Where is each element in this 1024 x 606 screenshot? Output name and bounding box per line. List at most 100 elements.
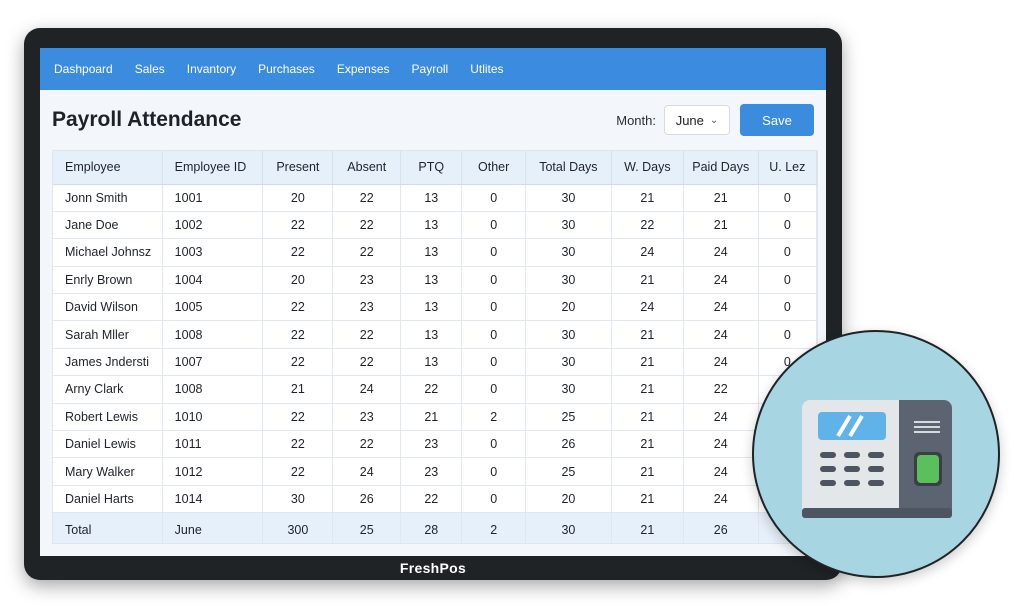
- save-button[interactable]: Save: [740, 104, 814, 136]
- table-row[interactable]: Jane Doe 1002 22 22 13 0 30 22 21 0: [53, 211, 817, 240]
- nav-item-purchases[interactable]: Purchases: [258, 62, 315, 76]
- cell-paid-days: 24: [683, 266, 759, 295]
- cell-absent: 22: [332, 320, 402, 349]
- cell-present: 22: [262, 293, 334, 322]
- column-header-w-days[interactable]: W. Days: [611, 151, 684, 185]
- cell-absent: 22: [332, 211, 402, 240]
- cell-other: 0: [461, 211, 526, 240]
- cell-w-days: 21: [611, 403, 684, 432]
- cell-employee: David Wilson: [53, 293, 163, 322]
- cell-total-days: 30: [525, 320, 612, 349]
- table-row[interactable]: Daniel Harts101430262202021240: [53, 485, 817, 514]
- nav-item-payroll[interactable]: Payroll: [411, 62, 449, 76]
- cell-employee-id: 1011: [162, 430, 264, 459]
- table-row[interactable]: Enrly Brown 1004 20 23 13 0 30 21 24 0: [53, 266, 817, 295]
- table-row[interactable]: Michael Johnsz 1003 22 22 13 0 30 24 24 0: [53, 238, 817, 267]
- cell-present: 22: [262, 320, 334, 349]
- cell-other: 0: [461, 485, 526, 514]
- cell-present: 20: [262, 184, 334, 212]
- total-cell-employee: Total: [53, 512, 163, 543]
- cell-total-days: 30: [525, 238, 612, 267]
- column-header-present[interactable]: Present: [262, 151, 334, 185]
- cell-employee-id: 1004: [162, 266, 264, 295]
- cell-paid-days: 24: [683, 348, 759, 377]
- cell-employee: Jane Doe: [53, 211, 163, 240]
- table-row[interactable]: Robert Lewis101022232122521240: [53, 403, 817, 432]
- total-cell-employee-id: June: [162, 512, 264, 543]
- cell-w-days: 22: [611, 211, 684, 240]
- month-select[interactable]: June ⌄: [664, 105, 730, 135]
- table-row[interactable]: Mary Walker101222242302521240: [53, 457, 817, 486]
- cell-u-leave: 0: [758, 320, 817, 349]
- cell-u-leave: 0: [758, 293, 817, 322]
- cell-paid-days: 24: [683, 238, 759, 267]
- table-row[interactable]: David Wilson 1005 22 23 13 0 20 24 24 0: [53, 293, 817, 322]
- nav-item-sales[interactable]: Sales: [134, 62, 165, 76]
- cell-present: 22: [262, 238, 334, 267]
- nav-item-utilities[interactable]: Utlites: [470, 62, 504, 76]
- nav-item-expenses[interactable]: Expenses: [336, 62, 390, 76]
- cell-ptq: 13: [400, 348, 463, 377]
- cell-absent: 22: [332, 348, 402, 377]
- cell-present: 22: [262, 211, 334, 240]
- cell-present: 22: [262, 430, 334, 459]
- attendance-table: Employee Employee ID Present Absent PTQ …: [53, 151, 817, 543]
- cell-other: 2: [461, 403, 526, 432]
- attendance-table-container[interactable]: Employee Employee ID Present Absent PTQ …: [52, 150, 818, 544]
- table-row[interactable]: Jonn Smith 1001 20 22 13 0 30 21 21 0: [53, 184, 817, 212]
- cell-total-days: 20: [525, 485, 612, 514]
- cell-w-days: 21: [611, 320, 684, 349]
- table-row[interactable]: Daniel Lewis101122222302621240: [53, 430, 817, 459]
- cell-absent: 24: [332, 375, 402, 404]
- cell-w-days: 21: [611, 375, 684, 404]
- cell-paid-days: 24: [683, 403, 759, 432]
- cell-absent: 23: [332, 266, 402, 295]
- cell-ptq: 13: [400, 184, 463, 212]
- table-body: Jonn Smith 1001 20 22 13 0 30 21 21 0 Jane Doe 1002…: [53, 184, 817, 543]
- cell-absent: 23: [332, 293, 402, 322]
- cell-w-days: 24: [611, 293, 684, 322]
- table-row[interactable]: Arny Clark100821242203021220: [53, 375, 817, 404]
- column-header-other[interactable]: Other: [461, 151, 526, 185]
- chevron-down-icon: ⌄: [709, 114, 719, 126]
- cell-ptq: 23: [400, 430, 463, 459]
- column-header-u-leave[interactable]: U. Lez: [758, 151, 817, 185]
- nav-item-inventory[interactable]: Invantory: [186, 62, 237, 76]
- cell-total-days: 26: [525, 430, 612, 459]
- cell-ptq: 13: [400, 238, 463, 267]
- cell-w-days: 21: [611, 348, 684, 377]
- app-screen: Dashpoard Sales Invantory Purchases Expe…: [40, 48, 826, 556]
- attendance-terminal-icon: [802, 400, 952, 518]
- column-header-absent[interactable]: Absent: [332, 151, 402, 185]
- cell-employee-id: 1005: [162, 293, 264, 322]
- cell-employee: Robert Lewis: [53, 403, 163, 432]
- cell-total-days: 30: [525, 211, 612, 240]
- column-header-employee-id[interactable]: Employee ID: [162, 151, 264, 185]
- cell-total-days: 30: [525, 184, 612, 212]
- cell-w-days: 21: [611, 430, 684, 459]
- table-header-row: Employee Employee ID Present Absent PTQ …: [53, 151, 817, 185]
- total-cell-paid-days: 26: [683, 512, 759, 543]
- cell-paid-days: 24: [683, 293, 759, 322]
- cell-other: 0: [461, 375, 526, 404]
- column-header-ptq[interactable]: PTQ: [400, 151, 463, 185]
- cell-employee: Mary Walker: [53, 457, 163, 486]
- column-header-paid-days[interactable]: Paid Days: [683, 151, 759, 185]
- cell-employee-id: 1001: [162, 184, 264, 212]
- cell-other: 0: [461, 320, 526, 349]
- table-row[interactable]: Sarah Mller 1008 22 22 13 0 30 21 24 0: [53, 320, 817, 349]
- column-header-employee[interactable]: Employee: [53, 151, 163, 185]
- cell-w-days: 21: [611, 485, 684, 514]
- column-header-total-days[interactable]: Total Days: [525, 151, 612, 185]
- cell-w-days: 21: [611, 184, 684, 212]
- page-header: Payroll Attendance Month: June ⌄ Save: [52, 100, 814, 140]
- top-navbar: Dashpoard Sales Invantory Purchases Expe…: [40, 48, 826, 90]
- cell-present: 22: [262, 348, 334, 377]
- cell-absent: 24: [332, 457, 402, 486]
- table-row[interactable]: James Jndersti 1007 22 22 13 0 30 21 24 0: [53, 348, 817, 377]
- nav-item-dashboard[interactable]: Dashpoard: [54, 62, 113, 76]
- total-cell-ptq: 28: [400, 512, 463, 543]
- cell-ptq: 13: [400, 266, 463, 295]
- cell-ptq: 13: [400, 211, 463, 240]
- cell-ptq: 23: [400, 457, 463, 486]
